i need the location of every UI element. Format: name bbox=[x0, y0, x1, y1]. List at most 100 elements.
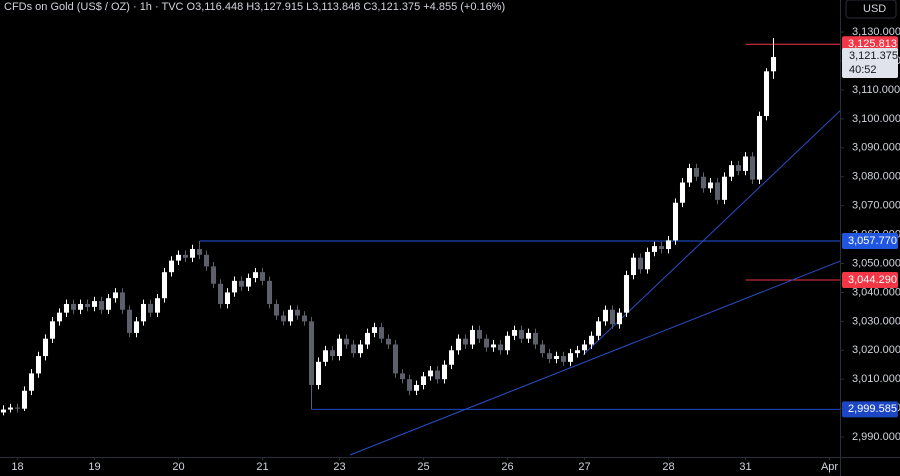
x-tick-label: 18 bbox=[11, 461, 23, 473]
candle-body bbox=[525, 332, 532, 339]
candle-body bbox=[546, 353, 553, 359]
candle-body bbox=[469, 330, 476, 345]
candle-body bbox=[203, 254, 210, 267]
currency-button[interactable] bbox=[845, 0, 897, 19]
bar-countdown: 40:52 bbox=[849, 64, 877, 76]
ohlc-field-label: L bbox=[306, 1, 313, 13]
price-change: +4.855 (+0.16%) bbox=[423, 1, 506, 13]
candle-body bbox=[14, 407, 21, 409]
candle-body bbox=[98, 301, 105, 310]
symbol-header: CFDs on Gold (US$ / OZ) · 1h · TVC O3,116… bbox=[4, 1, 508, 13]
candle-body bbox=[770, 57, 777, 72]
candle-body bbox=[210, 266, 217, 284]
currency-label[interactable]: USD bbox=[863, 3, 886, 15]
candle-body bbox=[448, 350, 455, 365]
candle-body bbox=[658, 246, 665, 250]
x-tick-label: 28 bbox=[662, 461, 674, 473]
candle-body bbox=[21, 390, 28, 409]
level-price-box bbox=[842, 272, 898, 289]
last-price-box bbox=[842, 48, 898, 79]
candle-body bbox=[301, 315, 308, 322]
y-tick-label: 3,130.000 bbox=[852, 26, 900, 38]
level-price-box bbox=[842, 401, 898, 418]
candle-body bbox=[553, 356, 560, 359]
candle-body bbox=[399, 373, 406, 380]
candle-body bbox=[749, 156, 756, 180]
candle-body bbox=[413, 384, 420, 391]
candle-body bbox=[238, 280, 245, 287]
candle-body bbox=[343, 338, 350, 345]
y-tick-label: 3,020.000 bbox=[852, 344, 900, 356]
candle-body bbox=[56, 312, 63, 322]
candle-body bbox=[161, 272, 168, 299]
candle-body bbox=[714, 182, 721, 200]
level-price-box bbox=[842, 233, 898, 250]
candle-body bbox=[168, 260, 175, 273]
candle-body bbox=[609, 309, 616, 325]
candle-body bbox=[217, 283, 224, 304]
candle-body bbox=[735, 165, 742, 171]
candle-body bbox=[189, 249, 196, 258]
candle-body bbox=[518, 330, 525, 339]
trend-line bbox=[349, 260, 840, 456]
candle-body bbox=[112, 292, 119, 299]
candle-body bbox=[672, 202, 679, 241]
candle-body bbox=[490, 344, 497, 348]
candle-body bbox=[756, 115, 763, 180]
candle-body bbox=[637, 257, 644, 270]
candle-body bbox=[182, 254, 189, 258]
y-tick-label: 3,090.000 bbox=[852, 142, 900, 154]
candle-body bbox=[441, 364, 448, 380]
candle-body bbox=[364, 332, 371, 345]
candle-body bbox=[315, 361, 322, 385]
candle-body bbox=[35, 356, 42, 374]
candle-body bbox=[567, 353, 574, 362]
candle-body bbox=[336, 338, 343, 357]
candle-body bbox=[28, 373, 35, 391]
candle-body bbox=[252, 272, 259, 278]
candle-body bbox=[504, 335, 511, 351]
candle-body bbox=[91, 301, 98, 307]
plot-area bbox=[0, 38, 840, 456]
candle-body bbox=[406, 379, 413, 391]
candle-body bbox=[679, 182, 686, 203]
candle-body bbox=[70, 303, 77, 310]
y-tick-label: 3,030.000 bbox=[852, 315, 900, 327]
candle-body bbox=[721, 176, 728, 200]
candle-body bbox=[119, 292, 126, 310]
candle-body bbox=[595, 321, 602, 336]
candle-body bbox=[763, 71, 770, 116]
candle-body bbox=[602, 309, 609, 322]
candle-body bbox=[273, 303, 280, 316]
candle-body bbox=[357, 344, 364, 354]
candle-body bbox=[371, 327, 378, 333]
candle-body bbox=[693, 168, 700, 177]
candle-body bbox=[728, 165, 735, 177]
ohlc-field-value: 3,127.915 bbox=[254, 1, 304, 13]
y-tick-label: 3,110.000 bbox=[852, 84, 900, 96]
candle-body bbox=[420, 376, 427, 385]
candle-body bbox=[287, 309, 294, 322]
candle-body bbox=[623, 275, 630, 313]
y-tick-label: 3,100.000 bbox=[852, 113, 900, 125]
candle-body bbox=[84, 303, 91, 307]
x-tick-label: 20 bbox=[172, 461, 184, 473]
candle-body bbox=[280, 315, 287, 322]
level-price-label: 2,999.585 bbox=[848, 403, 897, 415]
y-tick-label: 3,070.000 bbox=[852, 200, 900, 212]
candle-body bbox=[259, 272, 266, 281]
candle-body bbox=[483, 338, 490, 348]
candle-body bbox=[266, 280, 273, 304]
ohlc-field-value: 3,116.448 bbox=[195, 1, 244, 13]
level-price-label: 3,057.770 bbox=[848, 235, 897, 247]
candle-body bbox=[196, 249, 203, 255]
candle-body bbox=[350, 344, 357, 354]
ohlc-field-value: 3,121.375 bbox=[371, 1, 421, 13]
candle-body bbox=[77, 303, 84, 310]
y-tick-label: 2,990.000 bbox=[852, 431, 900, 443]
x-tick-label: 27 bbox=[578, 461, 590, 473]
candle-body bbox=[42, 338, 49, 357]
y-tick-label: 3,080.000 bbox=[852, 171, 900, 183]
